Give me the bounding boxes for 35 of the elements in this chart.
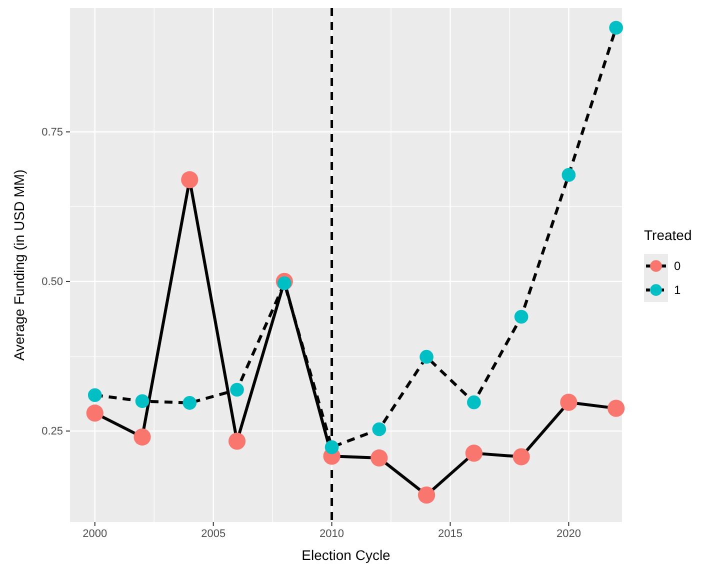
point — [609, 20, 623, 35]
point — [182, 396, 197, 410]
point — [134, 428, 151, 446]
point — [370, 449, 388, 467]
point — [512, 448, 530, 466]
point — [420, 350, 434, 364]
x-tick-label: 2010 — [320, 528, 344, 540]
x-tick-label: 2005 — [201, 528, 226, 540]
y-tick-label: 0.75 — [42, 126, 63, 138]
point — [372, 422, 386, 436]
y-tick-label: 0.50 — [42, 276, 63, 288]
point — [418, 486, 436, 504]
point — [277, 276, 292, 290]
point — [181, 171, 198, 188]
legend-title: Treated — [644, 227, 692, 243]
x-axis-title: Election Cycle — [302, 547, 391, 563]
x-tick-label: 2000 — [82, 528, 108, 540]
y-axis-title: Average Funding (in USD MM) — [11, 169, 27, 361]
x-tick-label: 2015 — [438, 528, 462, 540]
point — [324, 440, 339, 454]
point — [465, 444, 482, 462]
legend-label: 1 — [674, 283, 681, 297]
point — [608, 400, 625, 417]
x-tick-label: 2020 — [556, 528, 581, 540]
point — [467, 395, 481, 410]
point — [514, 310, 528, 324]
y-tick-label: 0.25 — [42, 426, 63, 438]
legend-label: 0 — [674, 259, 681, 273]
point — [135, 394, 150, 408]
point — [228, 432, 246, 450]
point — [86, 404, 104, 422]
point — [88, 388, 102, 402]
point — [230, 382, 244, 397]
point — [560, 394, 578, 411]
point — [562, 168, 576, 182]
